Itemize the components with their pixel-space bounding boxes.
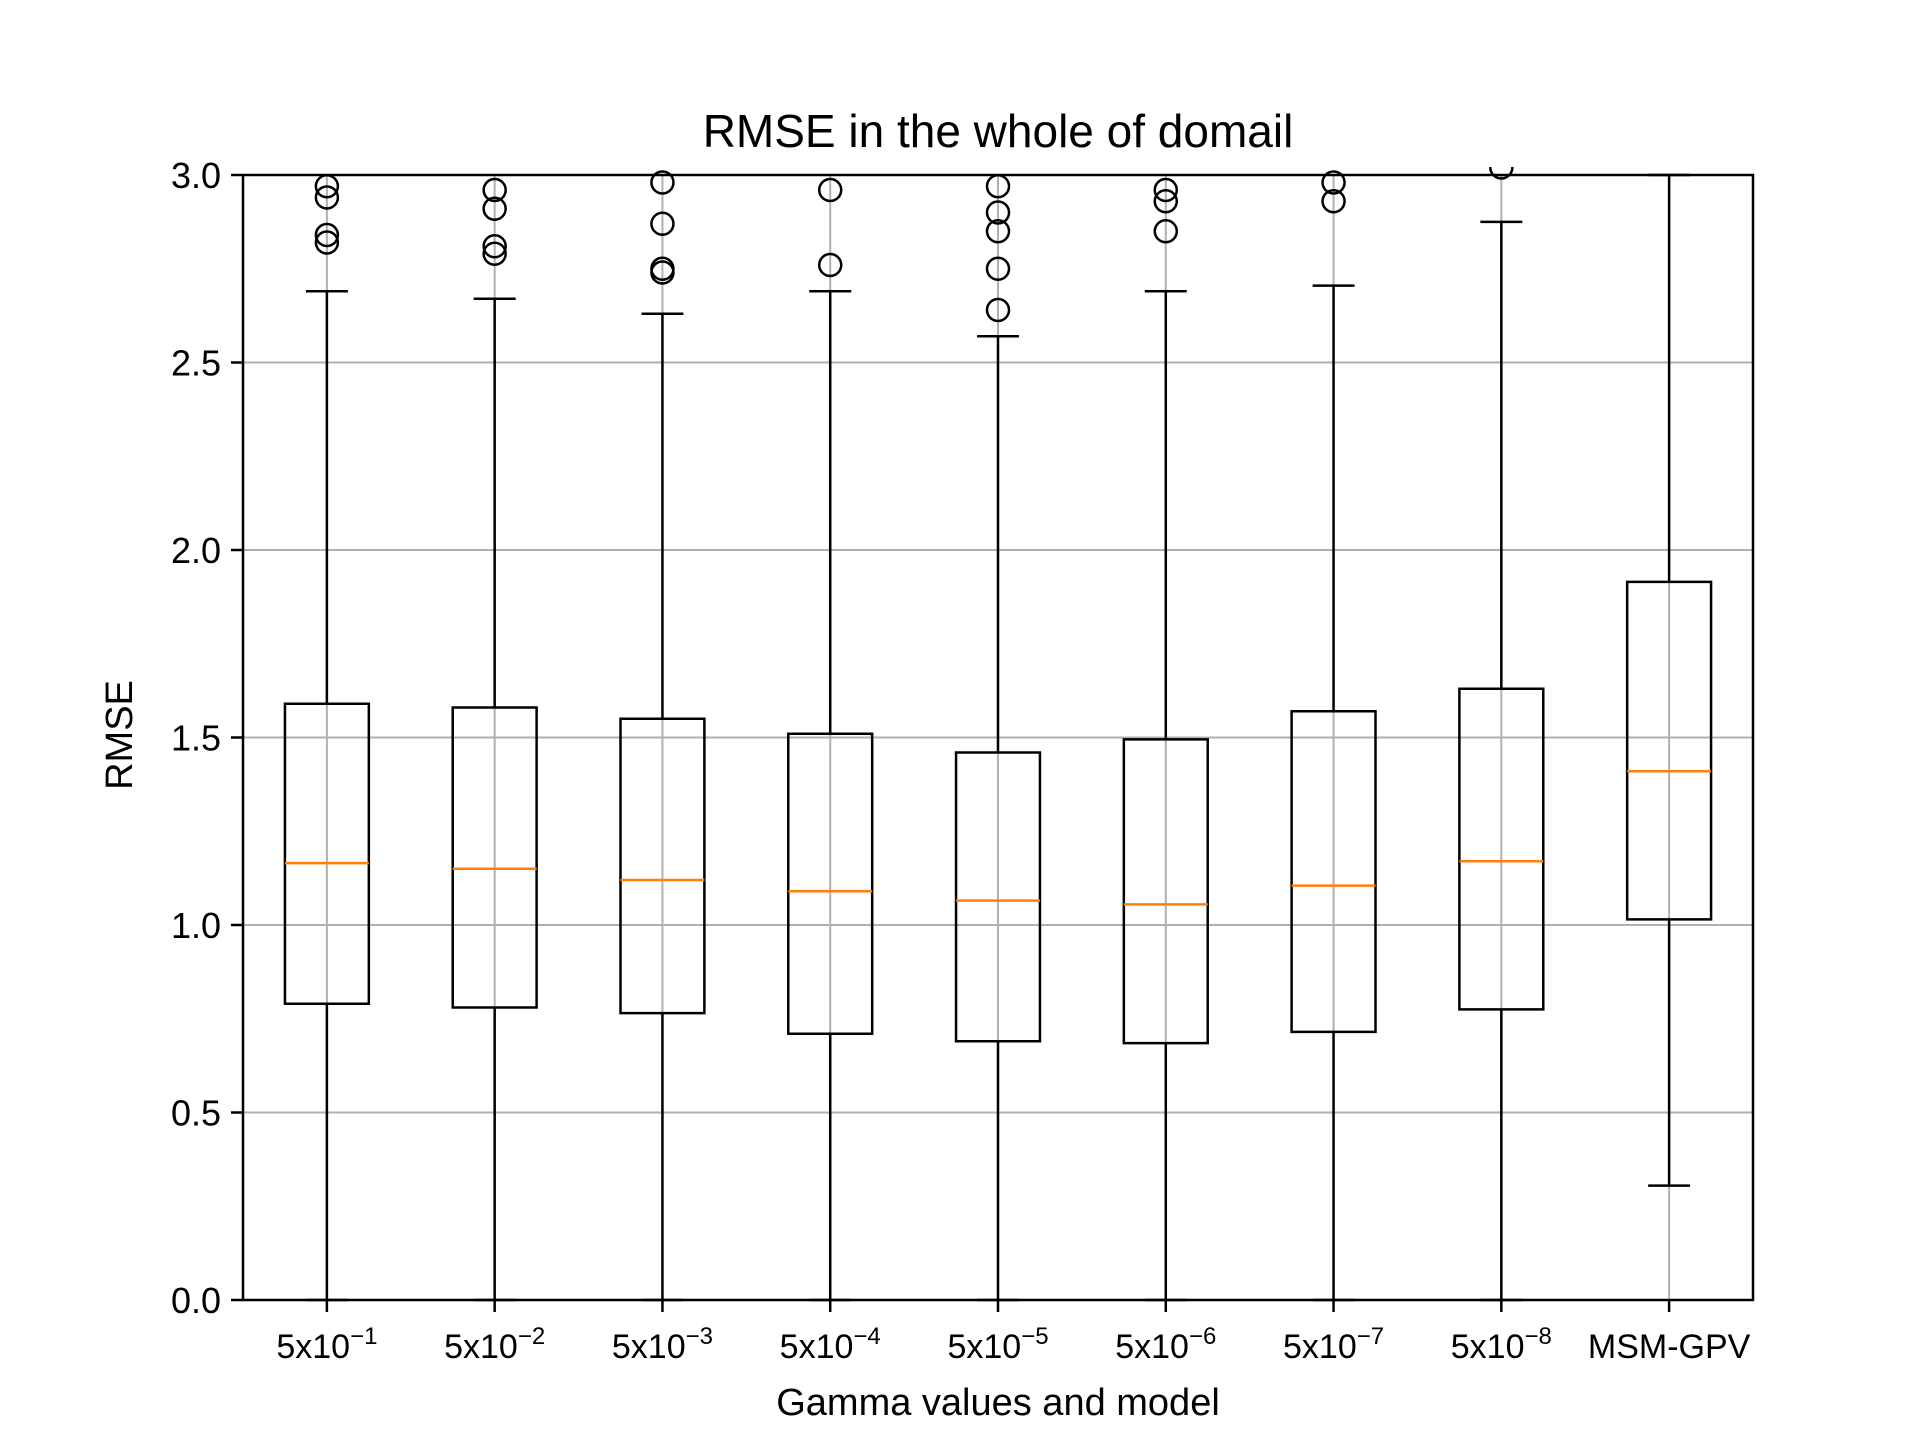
outlier-point xyxy=(482,177,507,203)
outlier-point xyxy=(314,185,340,210)
outlier-point xyxy=(1153,189,1179,214)
outlier-point xyxy=(650,256,675,281)
x-tick-label: 5x10−1 xyxy=(276,1323,377,1366)
x-tick-label-exponent: −1 xyxy=(350,1323,377,1350)
x-tick-label: 5x10−4 xyxy=(780,1323,881,1366)
x-tick-label: 5x10−2 xyxy=(444,1323,545,1366)
x-tick-label-exponent: −6 xyxy=(1189,1323,1216,1350)
x-tick-label-exponent: −3 xyxy=(686,1323,713,1350)
x-tick-label-base: 5x10 xyxy=(1283,1328,1357,1366)
box-group xyxy=(619,170,706,1302)
x-tick-label-base: MSM-GPV xyxy=(1588,1328,1751,1366)
x-tick-label: 5x10−3 xyxy=(612,1323,713,1366)
outlier-point xyxy=(314,230,340,255)
box-group xyxy=(283,174,371,1302)
iqr-box xyxy=(1458,687,1545,1011)
box-group xyxy=(1290,170,1377,1302)
box-plots xyxy=(283,167,1713,1302)
box-group xyxy=(1122,177,1209,1302)
x-tick-label-base: 5x10 xyxy=(612,1328,686,1366)
iqr-box xyxy=(1290,710,1377,1034)
chart-title: RMSE in the whole of domail xyxy=(703,105,1294,157)
y-tick-label: 1.0 xyxy=(171,905,221,946)
outlier-point xyxy=(985,200,1011,225)
outlier-point xyxy=(985,297,1011,323)
y-axis-label: RMSE xyxy=(99,680,141,790)
outlier-point xyxy=(1153,177,1179,203)
iqr-box xyxy=(1625,580,1713,921)
box-group xyxy=(1458,167,1545,1302)
y-axis-ticks: 0.0 0.5 1.0 1.5 2.0 2.5 3.0 xyxy=(171,155,243,1321)
iqr-box xyxy=(283,702,371,1005)
x-tick-label-exponent: −4 xyxy=(853,1323,880,1350)
y-tick-label: 0.5 xyxy=(171,1093,221,1134)
outlier-point xyxy=(482,196,507,221)
x-tick-label-exponent: −7 xyxy=(1357,1323,1384,1350)
x-axis-ticks: 5x10−1 5x10−2 5x10−3 5x10−4 5x10−5 5x10−6 5x10… xyxy=(276,1300,1751,1366)
x-tick-label-exponent: −8 xyxy=(1525,1323,1552,1350)
x-tick-label: 5x10−7 xyxy=(1283,1323,1384,1366)
box-group xyxy=(954,174,1042,1302)
y-tick-label: 1.5 xyxy=(171,718,221,759)
outlier-point xyxy=(482,241,507,266)
x-tick-label-exponent: −2 xyxy=(518,1323,545,1350)
iqr-box xyxy=(1122,738,1209,1045)
x-tick-label-base: 5x10 xyxy=(1451,1328,1525,1366)
y-tick-label: 3.0 xyxy=(171,155,221,196)
x-axis-label: Gamma values and model xyxy=(776,1382,1220,1424)
y-tick-label: 2.0 xyxy=(171,530,221,571)
iqr-box xyxy=(451,706,538,1009)
x-tick-label-base: 5x10 xyxy=(1115,1328,1189,1366)
outlier-point xyxy=(1489,167,1514,180)
outlier-point xyxy=(817,252,843,278)
x-tick-label-base: 5x10 xyxy=(947,1328,1021,1366)
x-tick-label-base: 5x10 xyxy=(276,1328,350,1366)
x-tick-label: 5x10−8 xyxy=(1451,1323,1552,1366)
outlier-point xyxy=(650,211,675,236)
x-tick-label-base: 5x10 xyxy=(780,1328,854,1366)
x-tick-label: MSM-GPV xyxy=(1588,1328,1751,1366)
x-tick-label: 5x10−5 xyxy=(947,1323,1048,1366)
outlier-point xyxy=(482,234,507,259)
box-group xyxy=(451,177,538,1302)
y-tick-label: 2.5 xyxy=(171,343,221,384)
outlier-point xyxy=(314,222,340,248)
y-tick-label: 0.0 xyxy=(171,1280,221,1321)
x-tick-label: 5x10−6 xyxy=(1115,1323,1216,1366)
outlier-point xyxy=(817,177,843,203)
outlier-point xyxy=(1321,189,1346,214)
x-tick-label-exponent: −5 xyxy=(1021,1323,1048,1350)
outlier-point xyxy=(650,170,675,195)
box-group xyxy=(787,177,874,1302)
outlier-point xyxy=(985,219,1011,244)
iqr-box xyxy=(954,751,1042,1043)
iqr-box xyxy=(787,732,874,1035)
outlier-point xyxy=(1153,219,1179,244)
x-tick-label-base: 5x10 xyxy=(444,1328,518,1366)
iqr-box xyxy=(619,717,706,1015)
outlier-point xyxy=(985,256,1011,281)
outlier-point xyxy=(1321,170,1346,195)
box-group xyxy=(1625,173,1713,1187)
